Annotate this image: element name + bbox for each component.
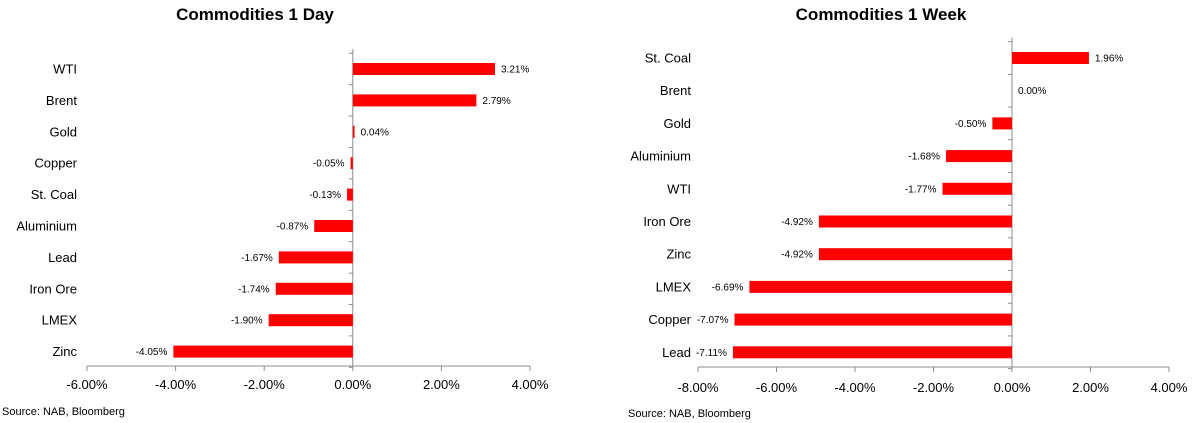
category-label: LMEX <box>656 279 692 294</box>
x-tick-label: 0.00% <box>334 377 371 392</box>
category-label: Iron Ore <box>643 214 691 229</box>
x-tick-label: -6.00% <box>66 377 108 392</box>
source-note-1-week: Source: NAB, Bloomberg <box>628 408 751 420</box>
bar <box>818 248 1012 261</box>
data-label: 2.79% <box>482 96 510 107</box>
x-tick-label: -4.00% <box>834 380 876 395</box>
bar <box>347 188 353 201</box>
data-label: -7.07% <box>697 315 729 326</box>
x-tick-label: 2.00% <box>1072 380 1109 395</box>
chart-1-week-plot: -8.00% -6.00% -4.00% -2.00% 0.00% 2.00% 4.00% S… <box>630 37 1188 395</box>
bar <box>352 63 496 75</box>
category-label: St. Coal <box>645 51 691 66</box>
data-label: -4.05% <box>136 347 168 358</box>
data-label: 0.04% <box>361 127 389 138</box>
chart-1-day-plot: -6.00% -4.00% -2.00% 0.00% 2.00% 4.00% WTI 3.21… <box>16 49 549 392</box>
bar <box>732 346 1012 359</box>
category-label: Brent <box>46 93 77 108</box>
data-label: -1.68% <box>908 152 940 163</box>
data-label: -1.67% <box>241 253 273 264</box>
bar <box>350 157 353 170</box>
x-tick-label: -2.00% <box>913 380 955 395</box>
category-label: Zinc <box>666 247 691 262</box>
x-tick-label: 2.00% <box>423 377 460 392</box>
data-label: -1.90% <box>231 316 263 327</box>
data-label: -1.74% <box>238 284 270 295</box>
bar <box>942 182 1012 195</box>
bar <box>734 313 1012 326</box>
category-label: Copper <box>648 312 691 327</box>
category-label: WTI <box>667 181 691 196</box>
data-label: 3.21% <box>501 65 529 76</box>
x-tick-label: -4.00% <box>155 377 197 392</box>
category-label: Iron Ore <box>29 281 77 296</box>
chart-title-1-week: Commodities 1 Week <box>796 5 967 24</box>
bar <box>992 117 1012 130</box>
source-note-1-day: Source: NAB, Bloomberg <box>2 406 125 418</box>
bar <box>749 280 1012 293</box>
bar <box>173 345 353 358</box>
category-label: Brent <box>660 83 691 98</box>
category-label: LMEX <box>42 313 78 328</box>
bar <box>352 94 477 107</box>
category-label: Gold <box>50 124 77 139</box>
bar <box>352 125 355 138</box>
category-label: Aluminium <box>16 219 77 234</box>
x-tick-label: 0.00% <box>994 380 1031 395</box>
category-label: Aluminium <box>630 149 691 164</box>
x-tick-label: -6.00% <box>756 380 798 395</box>
x-tick-label: -2.00% <box>244 377 286 392</box>
data-label: -0.13% <box>309 190 341 201</box>
data-label: -0.87% <box>277 222 309 233</box>
data-label: -1.77% <box>905 184 937 195</box>
bar <box>946 150 1012 163</box>
category-label: Gold <box>664 116 691 131</box>
bar <box>818 215 1012 228</box>
category-label: Lead <box>662 345 691 360</box>
category-label: Lead <box>48 250 77 265</box>
bar <box>268 314 353 327</box>
category-label: St. Coal <box>31 187 77 202</box>
data-label: -4.92% <box>781 250 813 261</box>
chart-title-1-day: Commodities 1 Day <box>176 5 334 24</box>
data-label: 1.96% <box>1095 54 1123 65</box>
data-label: 0.00% <box>1018 86 1046 97</box>
data-label: -7.11% <box>696 348 727 359</box>
category-label: WTI <box>53 62 77 77</box>
bar <box>314 220 353 232</box>
category-label: Copper <box>34 156 77 171</box>
x-tick-label: -8.00% <box>677 380 719 395</box>
data-label: -0.50% <box>955 119 987 130</box>
x-tick-label: 4.00% <box>512 377 549 392</box>
category-label: Zinc <box>52 344 77 359</box>
bar <box>278 251 353 264</box>
data-label: -6.69% <box>712 282 744 293</box>
data-label: -0.05% <box>313 159 345 170</box>
bar <box>275 282 353 295</box>
x-tick-label: 4.00% <box>1151 380 1188 395</box>
data-label: -4.92% <box>781 217 813 228</box>
bar <box>1012 52 1089 64</box>
